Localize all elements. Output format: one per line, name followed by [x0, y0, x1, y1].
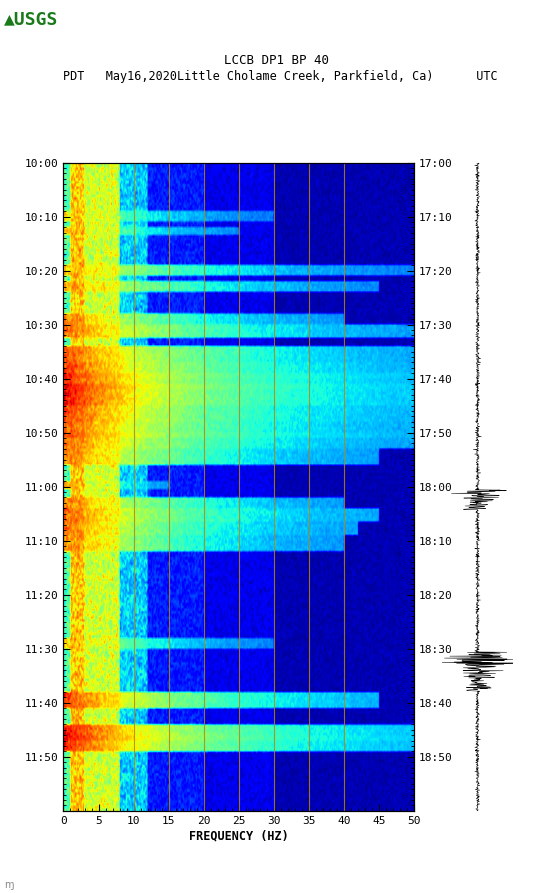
Text: ɱ: ɱ: [4, 880, 14, 890]
Text: LCCB DP1 BP 40: LCCB DP1 BP 40: [224, 54, 328, 67]
X-axis label: FREQUENCY (HZ): FREQUENCY (HZ): [189, 830, 289, 843]
Text: PDT   May16,2020Little Cholame Creek, Parkfield, Ca)      UTC: PDT May16,2020Little Cholame Creek, Park…: [63, 70, 498, 83]
Text: ▲USGS: ▲USGS: [4, 11, 59, 29]
